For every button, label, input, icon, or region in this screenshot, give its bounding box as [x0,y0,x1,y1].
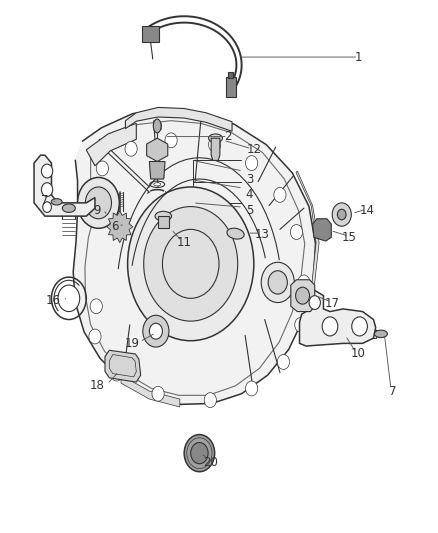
Circle shape [246,381,258,396]
Ellipse shape [153,119,161,133]
Circle shape [85,187,112,219]
Circle shape [152,386,164,401]
Circle shape [298,275,310,290]
Circle shape [337,209,346,220]
Text: 2: 2 [224,130,231,143]
Bar [142,26,159,42]
Ellipse shape [227,228,244,239]
Text: 1: 1 [354,51,362,63]
Ellipse shape [374,330,388,337]
Text: 3: 3 [246,173,253,185]
Circle shape [261,262,294,303]
Circle shape [78,177,119,228]
Bar [158,216,169,228]
Polygon shape [147,138,168,161]
Text: 20: 20 [203,456,218,469]
Circle shape [127,187,254,341]
Circle shape [274,188,286,203]
Circle shape [208,137,221,152]
Circle shape [144,207,238,321]
Circle shape [277,354,290,369]
Polygon shape [107,211,133,243]
Polygon shape [300,290,376,346]
Circle shape [191,442,208,464]
Text: 15: 15 [342,231,357,244]
Ellipse shape [208,134,223,142]
Text: 10: 10 [351,348,366,360]
Circle shape [111,366,123,381]
Ellipse shape [155,212,172,221]
Polygon shape [121,375,180,407]
Circle shape [149,323,162,339]
Text: 13: 13 [255,228,270,241]
Circle shape [296,287,310,304]
Text: 19: 19 [124,337,139,350]
Circle shape [295,317,307,332]
Text: 12: 12 [246,143,261,156]
Polygon shape [291,280,315,312]
Polygon shape [105,350,141,382]
Circle shape [322,317,338,336]
Text: 14: 14 [360,204,374,217]
Polygon shape [211,138,220,160]
Bar [226,77,236,97]
Text: 6: 6 [111,220,118,233]
Circle shape [42,164,53,178]
Circle shape [96,161,109,176]
Text: 5: 5 [246,204,253,217]
Circle shape [125,141,137,156]
Circle shape [290,224,303,239]
Circle shape [143,316,169,347]
Ellipse shape [51,199,62,205]
Circle shape [246,156,258,171]
Text: 11: 11 [177,236,192,249]
Text: 7: 7 [389,385,397,398]
Circle shape [89,329,101,344]
Circle shape [42,183,53,197]
Bar [228,72,233,78]
Circle shape [165,133,177,148]
Polygon shape [73,109,315,405]
Circle shape [90,299,102,314]
Text: 18: 18 [90,379,105,392]
Polygon shape [34,155,95,216]
Polygon shape [296,171,319,319]
Text: 7: 7 [41,193,49,207]
Polygon shape [86,123,136,166]
Circle shape [268,271,287,294]
Text: 9: 9 [93,204,101,217]
Circle shape [58,285,80,312]
Circle shape [43,202,51,213]
Circle shape [332,203,351,226]
Ellipse shape [154,183,161,186]
Text: 4: 4 [246,189,253,201]
Circle shape [204,393,216,408]
Ellipse shape [62,204,75,213]
Circle shape [352,317,367,336]
Text: 17: 17 [325,297,339,310]
Circle shape [184,434,215,472]
Polygon shape [313,219,331,241]
Polygon shape [149,161,165,179]
Polygon shape [125,108,232,131]
Text: 16: 16 [46,294,61,308]
Circle shape [309,296,321,310]
